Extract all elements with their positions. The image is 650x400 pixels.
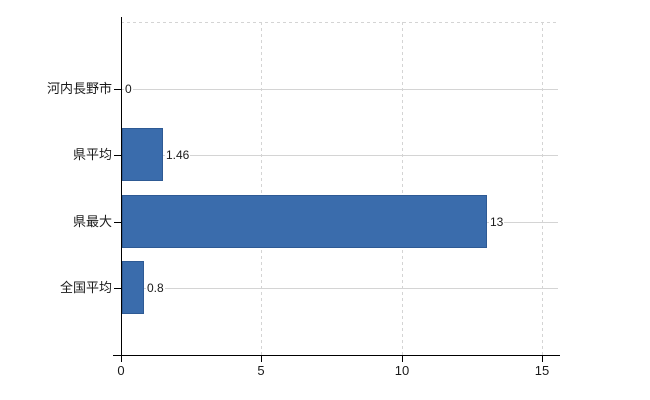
value-label: 0 bbox=[124, 81, 133, 97]
value-label: 1.46 bbox=[165, 147, 191, 163]
value-label: 13 bbox=[489, 214, 505, 230]
y-axis-tick bbox=[114, 222, 121, 223]
category-gridline bbox=[121, 89, 558, 90]
x-axis-tick bbox=[402, 355, 403, 362]
x-axis-line bbox=[113, 355, 560, 356]
x-tick-label: 5 bbox=[257, 363, 265, 378]
vertical-gridline bbox=[542, 22, 543, 355]
category-label: 県最大 bbox=[72, 214, 112, 229]
plot-top-border bbox=[121, 22, 558, 23]
vertical-gridline bbox=[261, 22, 262, 355]
category-label: 県平均 bbox=[72, 147, 112, 162]
x-axis-tick bbox=[261, 355, 262, 362]
bar bbox=[122, 195, 487, 248]
x-axis-tick bbox=[121, 355, 122, 362]
y-axis-tick bbox=[114, 89, 121, 90]
x-tick-label: 10 bbox=[394, 363, 410, 378]
vertical-gridline bbox=[402, 22, 403, 355]
x-axis-tick bbox=[542, 355, 543, 362]
value-label: 0.8 bbox=[146, 280, 165, 296]
y-axis-line bbox=[121, 17, 122, 355]
category-gridline bbox=[121, 288, 558, 289]
category-gridline bbox=[121, 155, 558, 156]
y-axis-tick bbox=[114, 155, 121, 156]
y-axis-tick bbox=[114, 288, 121, 289]
x-tick-label: 0 bbox=[117, 363, 125, 378]
bar bbox=[122, 261, 144, 314]
bar bbox=[122, 128, 163, 181]
category-label: 河内長野市 bbox=[46, 81, 112, 96]
category-label: 全国平均 bbox=[59, 280, 112, 295]
x-tick-label: 15 bbox=[534, 363, 550, 378]
